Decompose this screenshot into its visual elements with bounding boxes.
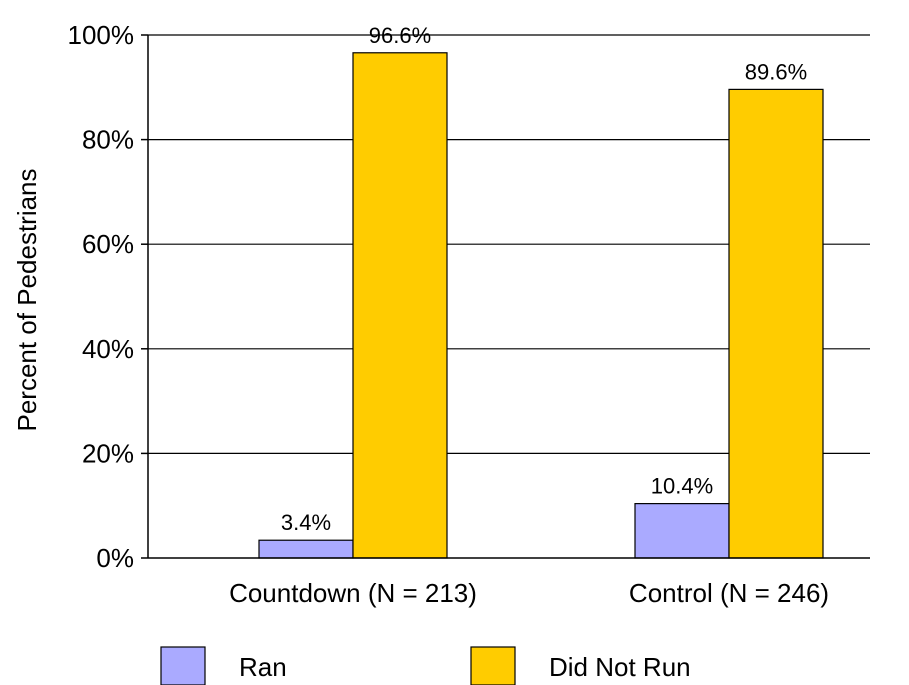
y-tick-label: 20%: [82, 438, 134, 468]
y-axis-title: Percent of Pedestrians: [12, 168, 42, 431]
legend-swatch-ran: [160, 646, 206, 685]
data-label: 96.6%: [369, 23, 431, 48]
x-axis-categories: Countdown (N = 213) Control (N = 246): [229, 578, 829, 608]
x-category-label: Countdown (N = 213): [229, 578, 477, 608]
data-labels: 3.4% 10.4% 96.6% 89.6%: [281, 23, 807, 535]
bar-ran: [634, 503, 730, 559]
legend-swatch-did-not-run: [470, 646, 516, 685]
legend: Ran Did Not Run: [160, 646, 691, 685]
data-label: 3.4%: [281, 510, 331, 535]
bar-did-not-run: [728, 88, 824, 559]
y-tick-label: 0%: [96, 543, 134, 573]
bars: [258, 52, 824, 559]
legend-label: Did Not Run: [549, 652, 691, 682]
y-tick-label: 80%: [82, 125, 134, 155]
bar-ran: [258, 539, 354, 559]
bar-did-not-run: [352, 52, 448, 559]
y-tick-label: 60%: [82, 229, 134, 259]
legend-label: Ran: [239, 652, 287, 682]
y-tick-label: 100%: [68, 20, 135, 50]
data-label: 10.4%: [651, 474, 713, 499]
x-category-label: Control (N = 246): [629, 578, 829, 608]
axes: [147, 35, 870, 559]
y-tick-label: 40%: [82, 334, 134, 364]
data-label: 89.6%: [745, 59, 807, 84]
y-axis-ticks: 0% 20% 40% 60% 80% 100%: [68, 20, 148, 573]
